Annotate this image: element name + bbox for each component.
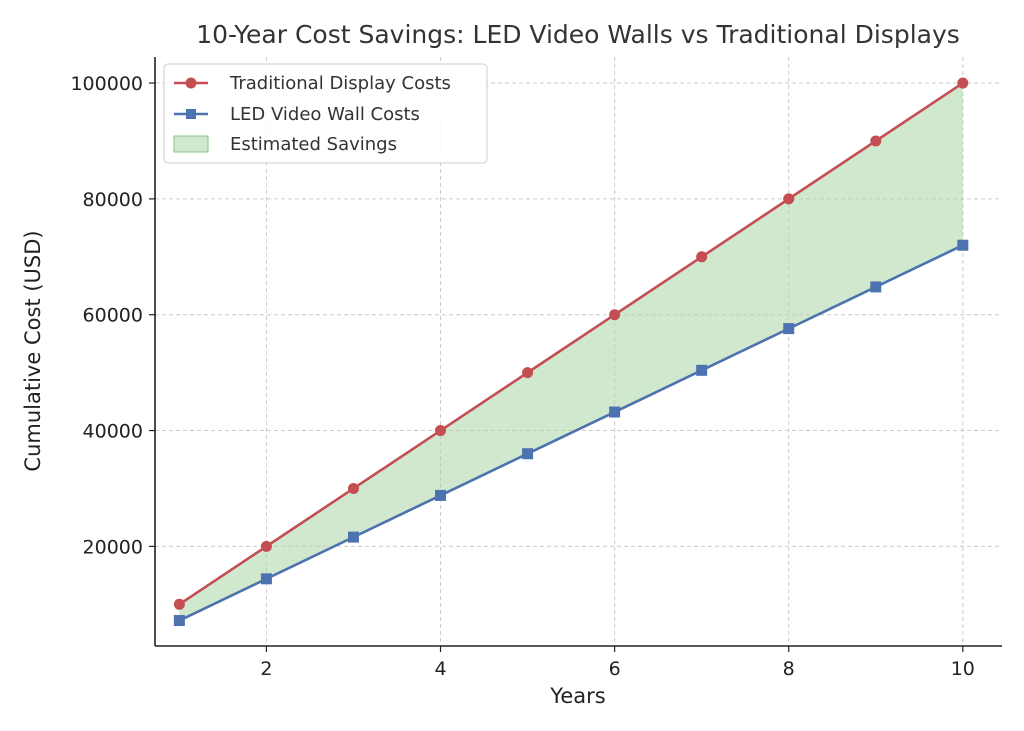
y-axis-label: Cumulative Cost (USD) [21,230,45,471]
x-tick-label: 10 [951,658,975,680]
data-point-traditional [173,598,185,610]
y-tick-label: 100000 [70,73,143,95]
legend-savings-label: Estimated Savings [230,134,397,155]
data-point-led [173,615,185,627]
series-layer [173,77,969,627]
legend-savings-swatch [173,135,209,153]
data-point-traditional [522,367,534,379]
y-tick-label: 40000 [83,421,143,443]
data-point-led [260,573,272,585]
legend-traditional-marker [185,77,197,89]
data-point-traditional [870,135,882,147]
chart-title: 10-Year Cost Savings: LED Video Walls vs… [196,20,960,49]
data-point-traditional [609,309,621,321]
data-point-led [696,364,708,376]
data-point-traditional [347,482,359,494]
savings-area [179,83,963,621]
data-point-led [347,531,359,543]
data-point-traditional [696,251,708,263]
legend-frame [163,63,488,164]
data-point-led [957,239,969,251]
legend: Traditional Display Costs LED Video Wall… [163,63,488,164]
y-tick-label: 80000 [83,189,143,211]
y-tick-label: 20000 [83,536,143,558]
x-tick-label: 6 [609,658,621,680]
ticks: 2 4 6 8 10 20000 40000 60000 80000 100000 [70,73,974,680]
data-point-led [870,281,882,293]
data-point-led [609,406,621,418]
data-point-traditional [260,540,272,552]
x-axis-label: Years [549,684,605,708]
legend-led-marker [186,109,196,119]
y-tick-label: 60000 [83,305,143,327]
data-point-led [522,448,534,460]
x-tick-label: 4 [434,658,446,680]
x-tick-label: 2 [260,658,272,680]
data-point-traditional [957,77,969,89]
data-point-traditional [783,193,795,205]
data-point-led [435,489,447,501]
x-tick-label: 8 [783,658,795,680]
data-point-led [783,323,795,335]
legend-led-label: LED Video Wall Costs [230,104,420,125]
series-line-traditional [178,81,964,606]
data-point-traditional [435,425,447,437]
series-line-led [178,244,964,622]
legend-traditional-label: Traditional Display Costs [229,73,451,94]
